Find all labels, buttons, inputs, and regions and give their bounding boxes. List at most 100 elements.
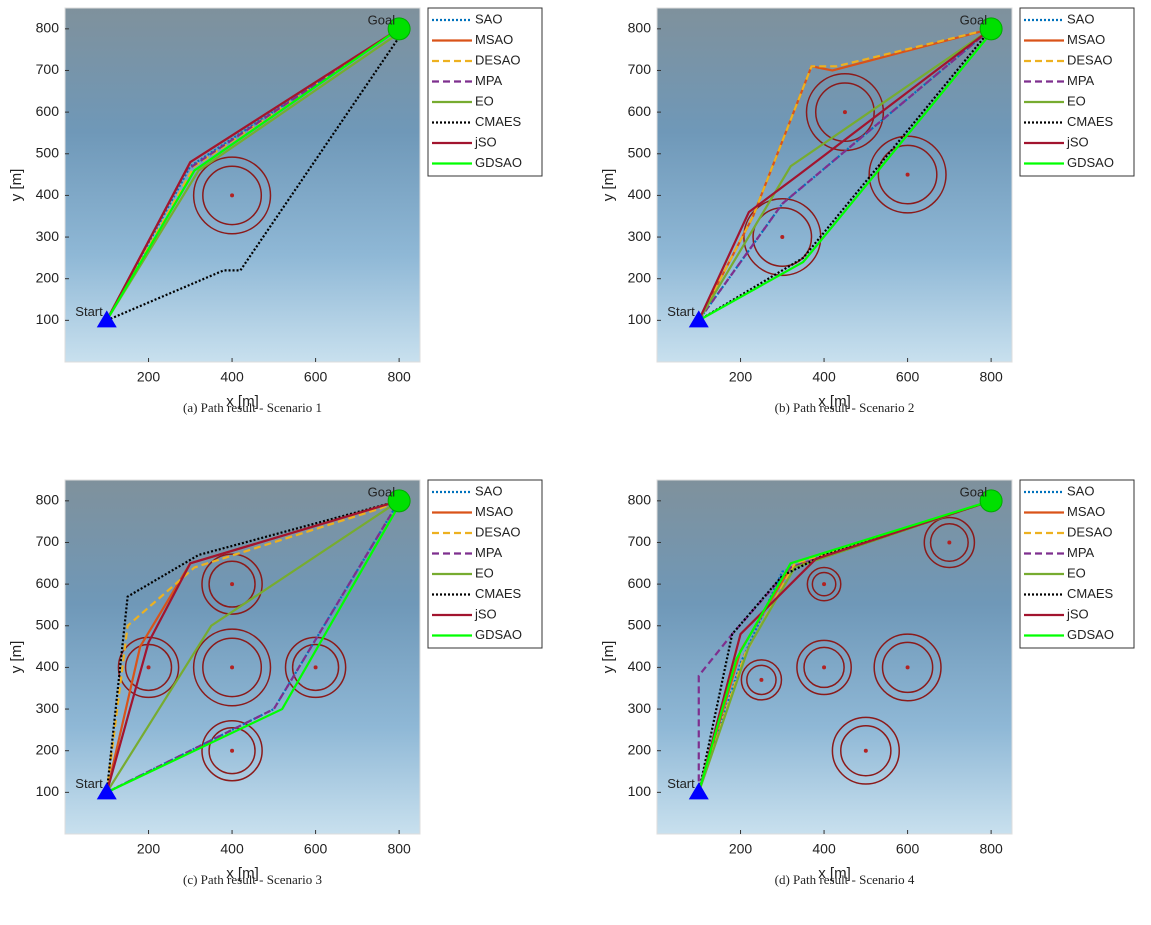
y-tick-label: 400 — [628, 658, 652, 674]
obstacle-center — [230, 582, 234, 586]
legend-label: MPA — [1067, 545, 1095, 560]
obstacle-center — [947, 540, 951, 544]
legend-label: jSO — [474, 134, 497, 149]
obstacle-center — [230, 749, 234, 753]
y-tick-label: 800 — [628, 492, 652, 508]
x-tick-label: 400 — [812, 841, 836, 857]
y-tick-label: 500 — [628, 616, 652, 632]
goal-label: Goal — [960, 12, 988, 27]
obstacle-center — [230, 193, 234, 197]
obstacle-center — [759, 678, 763, 682]
legend-label: SAO — [475, 483, 502, 498]
y-axis-label: y [m] — [600, 169, 617, 202]
y-tick-label: 200 — [628, 741, 652, 757]
legend-label: CMAES — [1067, 114, 1114, 129]
obstacle-center — [147, 665, 151, 669]
x-tick-label: 600 — [896, 841, 920, 857]
x-tick-label: 400 — [220, 369, 244, 385]
y-tick-label: 400 — [36, 658, 60, 674]
obstacle-center — [822, 665, 826, 669]
y-tick-label: 700 — [36, 533, 60, 549]
y-tick-label: 100 — [628, 311, 652, 327]
legend-label: EO — [1067, 93, 1086, 108]
y-tick-label: 500 — [628, 144, 652, 160]
legend-label: MSAO — [475, 32, 513, 47]
legend-label: GDSAO — [1067, 155, 1114, 170]
y-tick-label: 300 — [628, 228, 652, 244]
y-tick-label: 800 — [36, 20, 60, 36]
terrain — [65, 480, 420, 834]
y-tick-label: 700 — [628, 61, 652, 77]
y-tick-label: 600 — [36, 103, 60, 119]
obstacle-center — [864, 749, 868, 753]
y-tick-label: 500 — [36, 144, 60, 160]
x-tick-label: 600 — [304, 369, 328, 385]
y-tick-label: 100 — [36, 783, 60, 799]
y-tick-label: 300 — [36, 700, 60, 716]
legend-label: EO — [475, 93, 494, 108]
y-tick-label: 200 — [36, 269, 60, 285]
legend-label: EO — [475, 565, 494, 580]
y-tick-label: 400 — [628, 186, 652, 202]
legend-label: jSO — [474, 606, 497, 621]
caption: (a) Path result - Scenario 1 — [183, 400, 322, 415]
obstacle-center — [230, 665, 234, 669]
y-tick-label: 200 — [628, 269, 652, 285]
x-tick-label: 800 — [979, 369, 1003, 385]
x-tick-label: 400 — [812, 369, 836, 385]
start-label: Start — [667, 776, 695, 791]
y-axis-label: y [m] — [8, 641, 25, 674]
x-tick-label: 400 — [220, 841, 244, 857]
y-axis-label: y [m] — [8, 169, 25, 202]
obstacle-center — [843, 110, 847, 114]
obstacle-center — [906, 665, 910, 669]
terrain — [657, 8, 1012, 362]
y-tick-label: 300 — [36, 228, 60, 244]
goal-label: Goal — [960, 484, 988, 499]
legend-label: DESAO — [1067, 52, 1113, 67]
terrain — [65, 8, 420, 362]
legend-label: CMAES — [475, 586, 522, 601]
x-tick-label: 800 — [387, 369, 411, 385]
legend-label: EO — [1067, 565, 1086, 580]
y-tick-label: 100 — [628, 783, 652, 799]
legend-label: GDSAO — [1067, 627, 1114, 642]
start-label: Start — [667, 304, 695, 319]
legend-label: MSAO — [475, 504, 513, 519]
legend-label: SAO — [475, 11, 502, 26]
obstacle-center — [780, 235, 784, 239]
legend-label: MSAO — [1067, 504, 1105, 519]
obstacle-center — [906, 173, 910, 177]
legend-label: DESAO — [475, 524, 521, 539]
legend-label: CMAES — [1067, 586, 1114, 601]
start-label: Start — [75, 304, 103, 319]
start-label: Start — [75, 776, 103, 791]
y-tick-label: 300 — [628, 700, 652, 716]
legend-label: GDSAO — [475, 155, 522, 170]
y-tick-label: 600 — [628, 575, 652, 591]
y-tick-label: 500 — [36, 616, 60, 632]
caption: (c) Path result - Scenario 3 — [183, 872, 322, 887]
y-tick-label: 200 — [36, 741, 60, 757]
x-tick-label: 800 — [387, 841, 411, 857]
x-tick-label: 200 — [137, 369, 161, 385]
goal-label: Goal — [368, 12, 396, 27]
caption: (d) Path result - Scenario 4 — [775, 872, 915, 887]
legend-label: jSO — [1066, 606, 1089, 621]
caption: (b) Path result - Scenario 2 — [775, 400, 915, 415]
x-tick-label: 200 — [729, 369, 753, 385]
terrain — [657, 480, 1012, 834]
legend-label: jSO — [1066, 134, 1089, 149]
legend-label: MPA — [475, 545, 503, 560]
x-tick-label: 800 — [979, 841, 1003, 857]
obstacle-center — [314, 665, 318, 669]
y-tick-label: 800 — [36, 492, 60, 508]
y-tick-label: 700 — [628, 533, 652, 549]
legend-label: SAO — [1067, 11, 1094, 26]
y-tick-label: 400 — [36, 186, 60, 202]
x-tick-label: 200 — [729, 841, 753, 857]
y-tick-label: 700 — [36, 61, 60, 77]
